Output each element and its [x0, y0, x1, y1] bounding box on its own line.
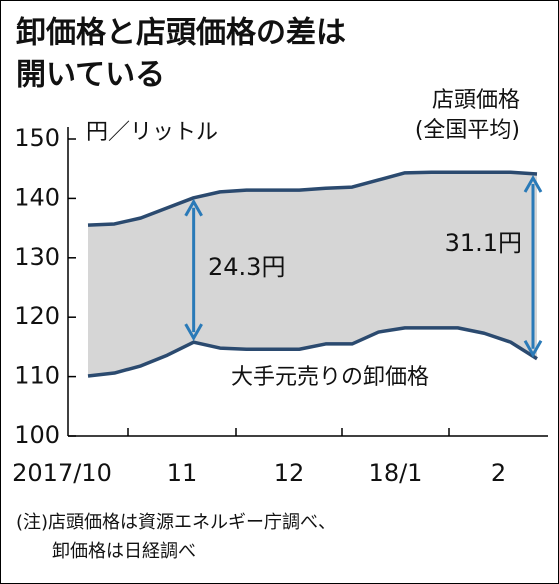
y-tick-label: 120: [14, 302, 60, 330]
chart-title: 卸価格と店頭価格の差は: [16, 16, 346, 51]
x-tick-label: 18/1: [369, 459, 423, 487]
series-label: 大手元売りの卸価格: [231, 365, 429, 390]
gap-label: 31.1円: [445, 229, 522, 257]
note: 卸価格は日経調べ: [52, 541, 196, 562]
arrow-head: [184, 198, 203, 217]
y-tick-label: 130: [14, 243, 60, 271]
series-sublabel: (全国平均): [415, 118, 520, 143]
series-line: [87, 170, 538, 227]
y-tick-label: 140: [14, 183, 60, 211]
y-tick-label: 110: [14, 362, 60, 390]
arrow-head: [523, 340, 543, 358]
y-unit: 円／リットル: [86, 120, 218, 145]
series-line: [87, 326, 538, 378]
chart-title: 開いている: [16, 58, 165, 93]
x-tick-label: 2017/10: [12, 459, 112, 487]
x-tick-label: 11: [167, 459, 198, 487]
x-tick-label: 12: [274, 459, 305, 487]
y-tick-label: 150: [14, 124, 60, 152]
series-label: 店頭価格: [432, 88, 520, 113]
x-tick-label: 2: [491, 459, 506, 487]
arrow-head: [523, 175, 543, 193]
y-tick-label: 100: [14, 421, 60, 449]
gap-label: 24.3円: [208, 253, 285, 281]
arrow-head: [184, 323, 203, 342]
note: (注)店頭価格は資源エネルギー庁調べ、: [16, 512, 336, 533]
